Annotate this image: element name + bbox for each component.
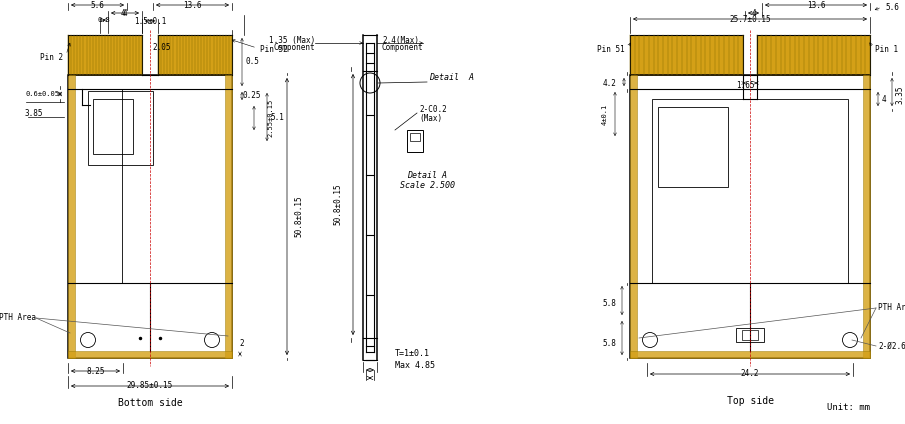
Bar [68, 351, 232, 358]
Text: 3.35: 3.35 [896, 86, 904, 104]
Text: Component: Component [381, 44, 423, 53]
Bar [630, 75, 870, 358]
Text: 5.8: 5.8 [602, 338, 616, 348]
Text: Pin 51: Pin 51 [597, 45, 625, 53]
Text: 4.2: 4.2 [602, 78, 616, 87]
Text: 50.8±0.15: 50.8±0.15 [334, 184, 342, 225]
Bar [630, 351, 870, 358]
Text: Top side: Top side [727, 396, 774, 406]
Text: 5.6: 5.6 [90, 0, 104, 9]
Text: Detail  A: Detail A [429, 73, 474, 83]
Text: 4: 4 [123, 8, 128, 17]
Text: 4: 4 [751, 8, 756, 17]
Text: 2.4(Max): 2.4(Max) [382, 36, 419, 45]
Bar [742, 330, 758, 340]
Text: Bottom side: Bottom side [118, 398, 182, 408]
Bar [68, 35, 142, 75]
Text: Pin 1: Pin 1 [875, 45, 898, 53]
Text: 5.6: 5.6 [885, 3, 899, 11]
Bar [158, 35, 232, 75]
Bar [652, 99, 848, 283]
Bar [630, 35, 743, 75]
Bar [68, 75, 232, 358]
Bar [757, 35, 870, 75]
Text: PTH Area: PTH Area [878, 304, 905, 312]
Text: 8.25: 8.25 [86, 366, 105, 376]
Text: 4: 4 [120, 8, 125, 17]
Text: 0.5: 0.5 [245, 58, 259, 67]
Text: 13.6: 13.6 [183, 0, 202, 9]
Text: 0.25: 0.25 [243, 92, 262, 100]
Text: T=1±0.1: T=1±0.1 [395, 349, 430, 359]
Text: 24.2: 24.2 [741, 369, 759, 379]
Text: 1.5±0.1: 1.5±0.1 [134, 17, 167, 25]
Text: 2-C0.2: 2-C0.2 [419, 106, 447, 114]
Text: Detail A: Detail A [407, 170, 447, 179]
Text: Scale 2.500: Scale 2.500 [399, 181, 454, 190]
Bar [407, 130, 423, 152]
Bar [225, 75, 232, 358]
Text: 0.6±0.05: 0.6±0.05 [25, 91, 59, 97]
Text: 25.7±0.15: 25.7±0.15 [729, 14, 771, 23]
Text: Pin 52: Pin 52 [260, 45, 288, 55]
Text: 29.85±0.15: 29.85±0.15 [127, 382, 173, 391]
Text: Unit: mm: Unit: mm [827, 404, 870, 413]
Text: 2.55±0.15: 2.55±0.15 [267, 99, 273, 137]
Text: Max 4.85: Max 4.85 [395, 360, 435, 369]
Bar [88, 91, 153, 165]
Text: 2-Ø2.6±0.1: 2-Ø2.6±0.1 [878, 341, 905, 351]
Bar [68, 75, 75, 358]
Text: 5.1: 5.1 [270, 112, 284, 122]
Text: 1.65: 1.65 [736, 81, 754, 89]
Text: 3.85: 3.85 [24, 109, 43, 118]
Text: Pin 2: Pin 2 [40, 53, 63, 61]
Text: 4±0.1: 4±0.1 [602, 103, 608, 125]
Bar [630, 75, 637, 358]
Text: 0.8: 0.8 [98, 17, 110, 23]
Text: 1.35 (Max): 1.35 (Max) [269, 36, 315, 45]
Text: 5.8: 5.8 [602, 298, 616, 307]
Text: 13.6: 13.6 [806, 0, 825, 9]
Text: 2: 2 [240, 338, 244, 348]
Text: 2.05: 2.05 [153, 42, 171, 51]
Text: PTH Area: PTH Area [0, 313, 36, 323]
Bar [410, 133, 420, 141]
Text: Component: Component [273, 44, 315, 53]
Bar [658, 107, 728, 187]
Bar [863, 75, 870, 358]
Bar [736, 328, 764, 342]
Text: 4: 4 [882, 95, 887, 103]
Text: (Max): (Max) [419, 114, 443, 123]
Text: 50.8±0.15: 50.8±0.15 [294, 196, 303, 237]
Bar [93, 99, 133, 154]
